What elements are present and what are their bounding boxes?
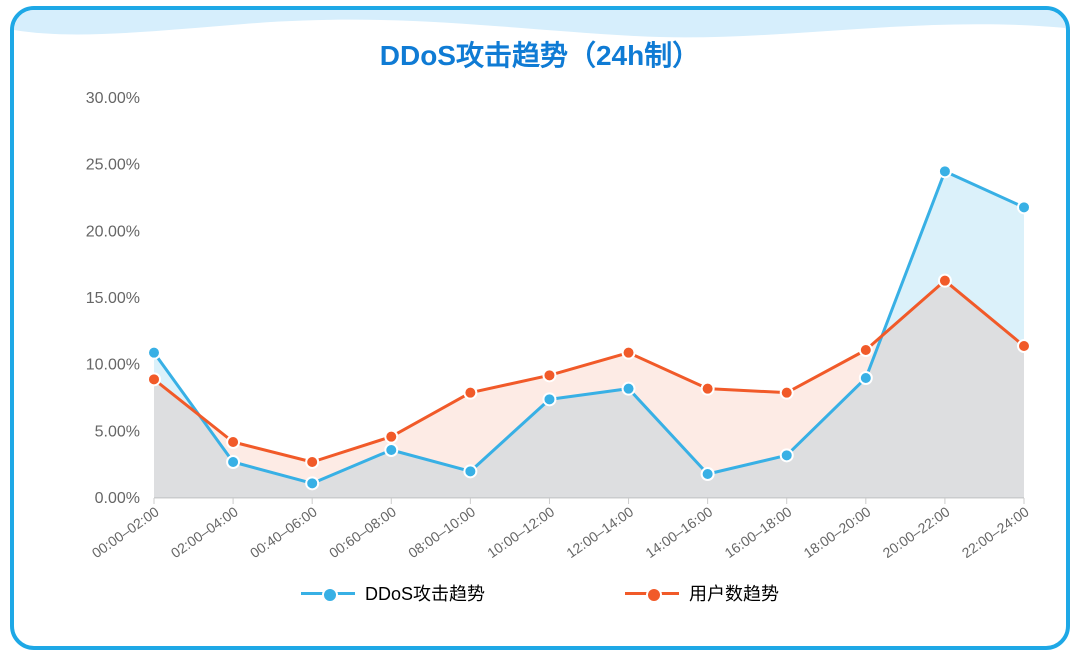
- y-tick-label: 0.00%: [95, 490, 140, 507]
- x-tick-label: 14:00–16:00: [642, 503, 715, 558]
- series-marker-ddos: [227, 456, 239, 468]
- x-tick-label: 00:00–02:00: [89, 503, 162, 558]
- series-marker-users: [781, 387, 793, 399]
- legend-label-ddos: DDoS攻击趋势: [365, 580, 485, 606]
- series-marker-users: [385, 431, 397, 443]
- chart-title: DDoS攻击趋势（24h制）: [14, 34, 1066, 74]
- y-tick-label: 5.00%: [95, 423, 140, 440]
- chart-svg: 0.00% 5.00% 10.00% 15.00% 20.00% 25.00% 30.00%…: [44, 88, 1044, 558]
- x-tick-label: 22:00–24:00: [959, 503, 1032, 558]
- legend-marker-users: [646, 587, 662, 603]
- y-tick-label: 30.00%: [86, 90, 140, 107]
- x-tick-label: 08:00–10:00: [405, 503, 478, 558]
- series-marker-ddos: [543, 393, 555, 405]
- x-tick-label: 10:00–12:00: [484, 503, 557, 558]
- legend-label-users: 用户数趋势: [689, 580, 779, 606]
- y-tick-label: 25.00%: [86, 157, 140, 174]
- legend-item-ddos: DDoS攻击趋势: [301, 580, 485, 606]
- legend: DDoS攻击趋势 用户数趋势: [44, 580, 1036, 606]
- series-marker-users: [702, 383, 714, 395]
- legend-swatch-ddos: [301, 592, 355, 595]
- chart-area: 0.00% 5.00% 10.00% 15.00% 20.00% 25.00% 30.00%…: [44, 88, 1036, 616]
- x-tick-label: 20:00–22:00: [880, 503, 953, 558]
- series-marker-users: [860, 344, 872, 356]
- series-marker-ddos: [860, 372, 872, 384]
- series-marker-ddos: [464, 465, 476, 477]
- series-marker-ddos: [385, 444, 397, 456]
- series-marker-ddos: [939, 165, 951, 177]
- series-marker-ddos: [306, 477, 318, 489]
- series-marker-ddos: [702, 468, 714, 480]
- x-tick-label: 12:00–14:00: [563, 503, 636, 558]
- series-marker-users: [306, 456, 318, 468]
- series-marker-users: [623, 347, 635, 359]
- x-tick-label: 16:00–18:00: [721, 503, 794, 558]
- series-marker-users: [543, 369, 555, 381]
- chart-card: DDoS攻击趋势（24h制） 0.00% 5.00% 10.00% 15.00% 20.…: [10, 6, 1070, 650]
- series-marker-users: [1018, 340, 1030, 352]
- series-marker-users: [939, 275, 951, 287]
- series-marker-users: [148, 373, 160, 385]
- series-marker-ddos: [623, 383, 635, 395]
- series-marker-users: [227, 436, 239, 448]
- series-marker-ddos: [1018, 201, 1030, 213]
- x-tick-label: 02:00–04:00: [168, 503, 241, 558]
- series-marker-users: [464, 387, 476, 399]
- series-marker-ddos: [148, 347, 160, 359]
- legend-swatch-users: [625, 592, 679, 595]
- y-tick-label: 10.00%: [86, 357, 140, 374]
- y-tick-label: 20.00%: [86, 223, 140, 240]
- y-tick-label: 15.00%: [86, 290, 140, 307]
- legend-marker-ddos: [322, 587, 338, 603]
- legend-item-users: 用户数趋势: [625, 580, 779, 606]
- x-tick-label: 18:00–20:00: [801, 503, 874, 558]
- x-tick-label: 00:40–06:00: [247, 503, 320, 558]
- series-marker-ddos: [781, 449, 793, 461]
- x-tick-label: 00:60–08:00: [326, 503, 399, 558]
